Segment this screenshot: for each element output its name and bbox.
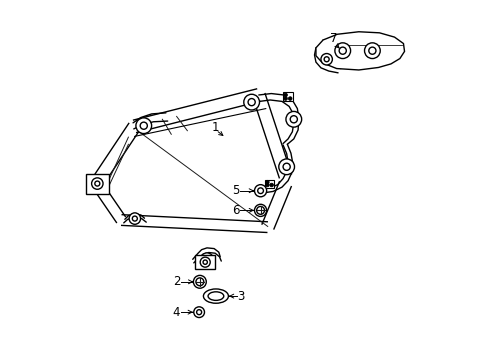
Text: 4: 4: [172, 306, 179, 319]
Circle shape: [368, 47, 375, 54]
Text: 6: 6: [231, 204, 239, 217]
Circle shape: [200, 257, 210, 267]
Circle shape: [324, 57, 328, 62]
Circle shape: [256, 206, 264, 214]
Circle shape: [132, 216, 137, 221]
Circle shape: [290, 116, 297, 123]
Circle shape: [265, 183, 268, 187]
Circle shape: [196, 278, 203, 286]
Circle shape: [247, 99, 255, 106]
Polygon shape: [195, 255, 215, 269]
Circle shape: [254, 185, 266, 197]
Circle shape: [193, 307, 204, 318]
Text: 2: 2: [173, 275, 180, 288]
Circle shape: [364, 43, 380, 59]
Circle shape: [283, 163, 290, 170]
Circle shape: [320, 54, 332, 65]
Circle shape: [283, 97, 287, 100]
Circle shape: [193, 275, 206, 288]
Circle shape: [95, 181, 100, 186]
Circle shape: [129, 213, 140, 224]
Text: 1: 1: [211, 121, 219, 134]
Circle shape: [288, 97, 291, 100]
Circle shape: [278, 159, 294, 175]
Circle shape: [200, 253, 213, 266]
Circle shape: [269, 183, 273, 187]
Circle shape: [136, 118, 151, 134]
Ellipse shape: [207, 292, 224, 300]
Polygon shape: [264, 180, 273, 188]
Text: 5: 5: [231, 184, 239, 197]
Circle shape: [257, 188, 263, 194]
Text: 7: 7: [329, 32, 337, 45]
Circle shape: [265, 180, 268, 184]
Circle shape: [196, 310, 201, 315]
Circle shape: [254, 204, 266, 216]
Text: 3: 3: [237, 289, 244, 303]
Circle shape: [203, 256, 209, 262]
Circle shape: [283, 93, 287, 97]
Ellipse shape: [203, 289, 228, 303]
Polygon shape: [315, 32, 404, 70]
Circle shape: [334, 43, 350, 59]
Circle shape: [91, 178, 103, 189]
Polygon shape: [86, 174, 108, 194]
Circle shape: [203, 260, 207, 264]
Circle shape: [244, 94, 259, 110]
Circle shape: [339, 47, 346, 54]
Circle shape: [140, 122, 147, 129]
Circle shape: [285, 111, 301, 127]
Polygon shape: [283, 93, 292, 102]
